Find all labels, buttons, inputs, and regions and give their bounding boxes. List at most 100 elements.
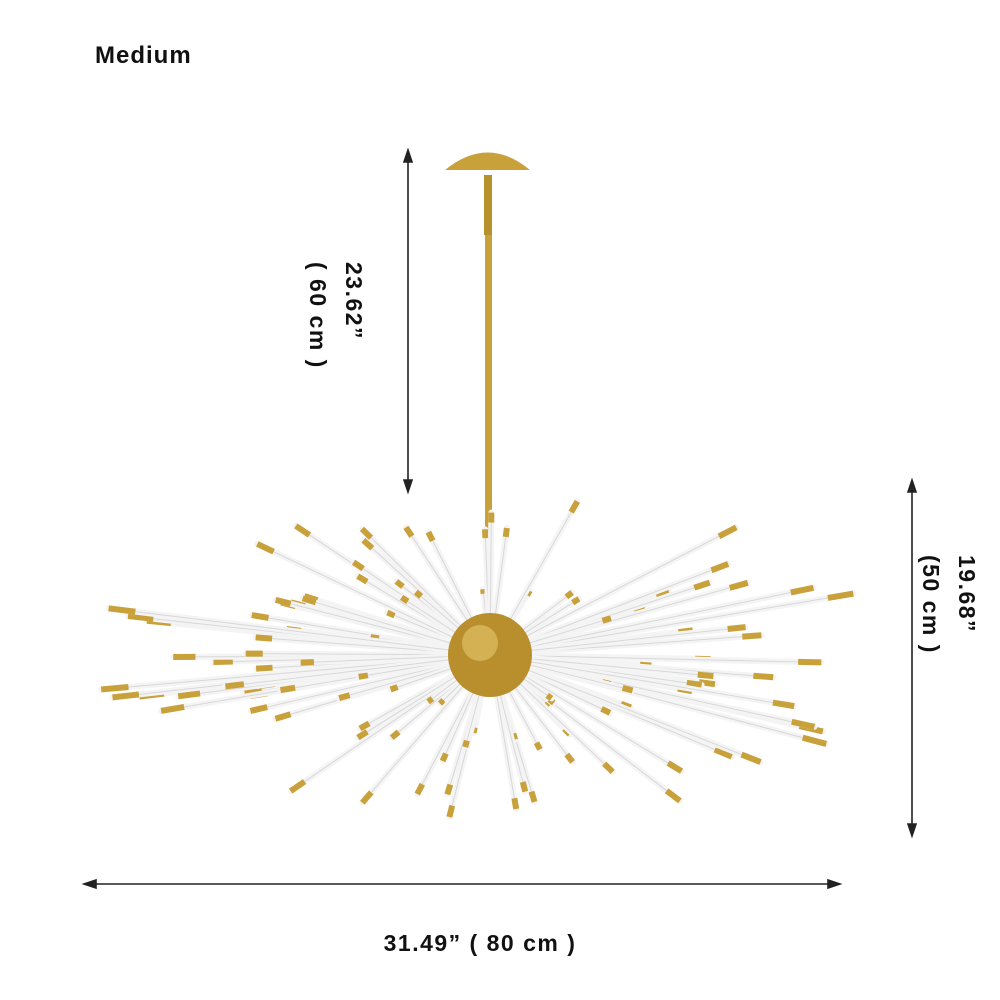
gold-tip — [801, 734, 828, 747]
gold-tip — [274, 596, 292, 607]
gold-tip — [686, 679, 703, 688]
gold-tip — [112, 691, 140, 701]
drop-cm: ( 60 cm ) — [305, 262, 331, 369]
gold-tip — [358, 720, 371, 732]
gold-tip — [600, 706, 612, 716]
gold-tip — [728, 579, 749, 591]
gold-tip — [439, 752, 449, 763]
gold-tip — [274, 711, 292, 722]
gold-tip — [294, 523, 312, 538]
gold-tip — [545, 692, 554, 701]
gold-tip — [426, 696, 435, 705]
gold-tip — [446, 804, 456, 818]
gold-tip — [300, 659, 315, 666]
gold-tip — [413, 589, 424, 599]
gold-tip — [602, 761, 615, 775]
gold-tip — [356, 729, 369, 741]
gold-tip — [389, 684, 399, 693]
glass-rod-edge — [108, 607, 491, 656]
gold-tip — [279, 684, 296, 694]
gold-tip — [511, 797, 520, 810]
chandelier — [98, 152, 857, 820]
glass-rod-edge — [489, 654, 795, 707]
gold-tip — [160, 703, 185, 714]
gold-tip — [772, 699, 795, 710]
gold-tip — [225, 681, 245, 690]
chain — [484, 175, 492, 235]
gold-tip — [666, 760, 684, 774]
gold-tip — [502, 527, 510, 538]
gold-tip — [108, 605, 136, 615]
glass-rod-edge — [489, 626, 746, 656]
gold-tip — [244, 687, 263, 697]
height-cm: (50 cm ) — [918, 555, 944, 654]
height-arrow — [906, 477, 918, 839]
gold-tip — [710, 561, 730, 574]
width-arrow — [81, 878, 843, 890]
gold-tip — [543, 699, 552, 708]
gold-tip — [791, 718, 816, 730]
gold-tip — [742, 632, 762, 640]
drop-inches: 23.62” — [341, 262, 367, 341]
ceiling-canopy — [445, 152, 530, 170]
gold-tip — [564, 590, 574, 600]
size-title: Medium — [95, 42, 192, 69]
gold-tip — [444, 783, 454, 796]
gold-tip — [727, 624, 746, 633]
gold-tip — [528, 790, 538, 803]
drop-arrow — [402, 147, 414, 495]
gold-tip — [361, 538, 375, 551]
gold-tip — [351, 559, 365, 572]
gold-tip — [693, 579, 711, 591]
gold-tip — [740, 751, 762, 765]
gold-tip — [827, 590, 854, 601]
gold-tip — [571, 596, 581, 606]
gold-tip — [437, 698, 446, 706]
glass-rod-edge — [489, 587, 814, 656]
gold-tip — [338, 692, 351, 702]
gold-tip — [360, 790, 374, 805]
glass-rod-edge — [489, 526, 737, 656]
gold-tip — [568, 499, 580, 514]
gold-tip — [713, 746, 733, 760]
gold-tip — [356, 573, 369, 585]
gold-tip — [403, 525, 415, 538]
gold-tip — [664, 788, 682, 804]
gold-tip — [399, 594, 410, 604]
gold-tip — [621, 685, 634, 694]
gold-tip — [394, 579, 405, 589]
gold-tip — [100, 684, 129, 693]
gold-tip — [251, 612, 269, 621]
gold-tip — [127, 613, 154, 622]
gold-tip — [798, 658, 822, 666]
gold-tip — [256, 541, 275, 555]
gold-tip — [462, 739, 470, 748]
gold-tip — [177, 690, 201, 700]
gold-tip — [533, 741, 543, 751]
height-inches: 19.68” — [954, 555, 980, 634]
gold-tip — [697, 671, 714, 680]
stem-rod — [485, 235, 492, 635]
gold-tip — [790, 584, 815, 596]
gold-tip — [753, 672, 774, 681]
gold-tip — [249, 704, 268, 714]
gold-tip — [425, 530, 436, 543]
gold-tip — [564, 752, 575, 764]
gold-tip — [255, 664, 273, 672]
dimension-arrows — [81, 147, 918, 890]
gold-tip — [717, 524, 738, 539]
gold-tip — [301, 595, 317, 606]
glass-rod-edge — [489, 654, 822, 663]
drop-dimension-label: 23.62” ( 60 cm ) — [300, 262, 372, 369]
gold-tip — [414, 782, 426, 796]
glass-rod-edge — [225, 654, 491, 687]
gold-tip — [519, 781, 529, 793]
gold-tip — [255, 634, 273, 642]
glass-rod-edge — [489, 654, 761, 763]
gold-tip — [359, 526, 374, 540]
glass-rod-edge — [257, 543, 491, 656]
gold-tip — [358, 672, 369, 680]
gold-tip — [288, 779, 307, 794]
gold-tip — [389, 729, 401, 741]
